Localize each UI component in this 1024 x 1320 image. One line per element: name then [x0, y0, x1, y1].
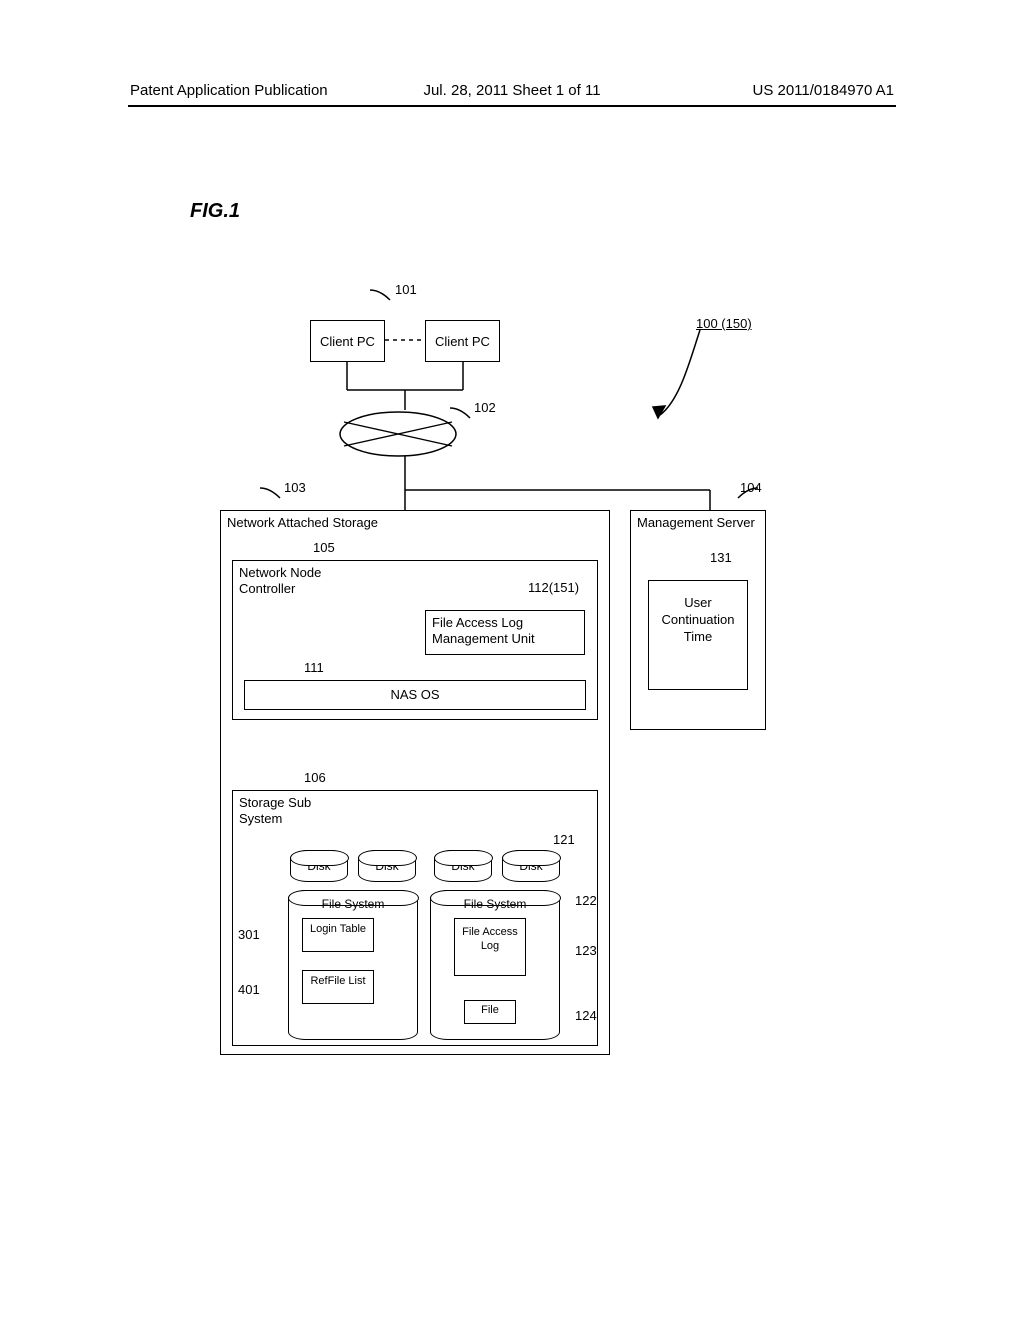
disk-cyl-2: Disk	[358, 850, 416, 882]
ref-124: 124	[575, 1008, 597, 1023]
falmu-box: File Access Log Management Unit	[425, 610, 585, 655]
ref-401: 401	[238, 982, 260, 997]
ref-121: 121	[553, 832, 575, 847]
disk-cyl-4: Disk	[502, 850, 560, 882]
ref-106: 106	[304, 770, 326, 785]
storage-sub-title: Storage Sub System	[239, 795, 329, 828]
falmu-label: File Access Log Management Unit	[432, 615, 535, 646]
page-header: Patent Application Publication Jul. 28, …	[0, 82, 1024, 99]
ref-105: 105	[313, 540, 335, 555]
header-left: Patent Application Publication	[130, 82, 328, 99]
disk-cyl-3: Disk	[434, 850, 492, 882]
login-table-label: Login Table	[310, 923, 366, 935]
ref-102: 102	[474, 400, 496, 415]
disk-label: Disk	[519, 859, 542, 873]
node-controller-title: Network Node Controller	[239, 565, 349, 598]
file-label: File	[481, 1004, 499, 1016]
client-pc-box-2: Client PC	[425, 320, 500, 362]
disk-label: Disk	[375, 859, 398, 873]
reffile-list-box: RefFile List	[302, 970, 374, 1004]
file-box: File	[464, 1000, 516, 1024]
page: Patent Application Publication Jul. 28, …	[0, 0, 1024, 1320]
network-icon	[338, 410, 458, 458]
ref-112: 112(151)	[528, 580, 579, 595]
client-pc-label: Client PC	[435, 334, 490, 349]
file-system-label: File System	[289, 897, 417, 911]
file-system-label: File System	[431, 897, 559, 911]
ref-103: 103	[284, 480, 306, 495]
nas-os-box: NAS OS	[244, 680, 586, 710]
file-access-log-box: File Access Log	[454, 918, 526, 976]
ref-131: 131	[710, 550, 732, 565]
nas-os-label: NAS OS	[390, 687, 439, 702]
mgmt-server-title: Management Server	[637, 515, 759, 531]
ref-100: 100 (150)	[696, 316, 752, 331]
disk-label: Disk	[307, 859, 330, 873]
figure-label: FIG.1	[190, 200, 240, 223]
disk-cyl-1: Disk	[290, 850, 348, 882]
client-pc-box-1: Client PC	[310, 320, 385, 362]
header-center: Jul. 28, 2011 Sheet 1 of 11	[423, 82, 600, 99]
user-cont-time-box: User Continuation Time	[648, 580, 748, 690]
login-table-box: Login Table	[302, 918, 374, 952]
ref-122: 122	[575, 893, 597, 908]
ref-100-text: 100 (150)	[696, 316, 752, 331]
ref-123: 123	[575, 943, 597, 958]
ref-101: 101	[395, 282, 417, 297]
client-pc-label: Client PC	[320, 334, 375, 349]
ref-104: 104	[740, 480, 762, 495]
nas-title: Network Attached Storage	[227, 515, 603, 531]
ref-111: 111	[304, 660, 324, 675]
ref-301: 301	[238, 927, 260, 942]
user-cont-time-label: User Continuation Time	[662, 595, 735, 644]
header-rule	[128, 105, 896, 107]
reffile-list-label: RefFile List	[310, 975, 365, 987]
file-system-cyl-1: File System	[288, 890, 418, 1040]
header-right: US 2011/0184970 A1	[752, 82, 894, 99]
file-access-log-label: File Access Log	[462, 926, 518, 952]
disk-label: Disk	[451, 859, 474, 873]
